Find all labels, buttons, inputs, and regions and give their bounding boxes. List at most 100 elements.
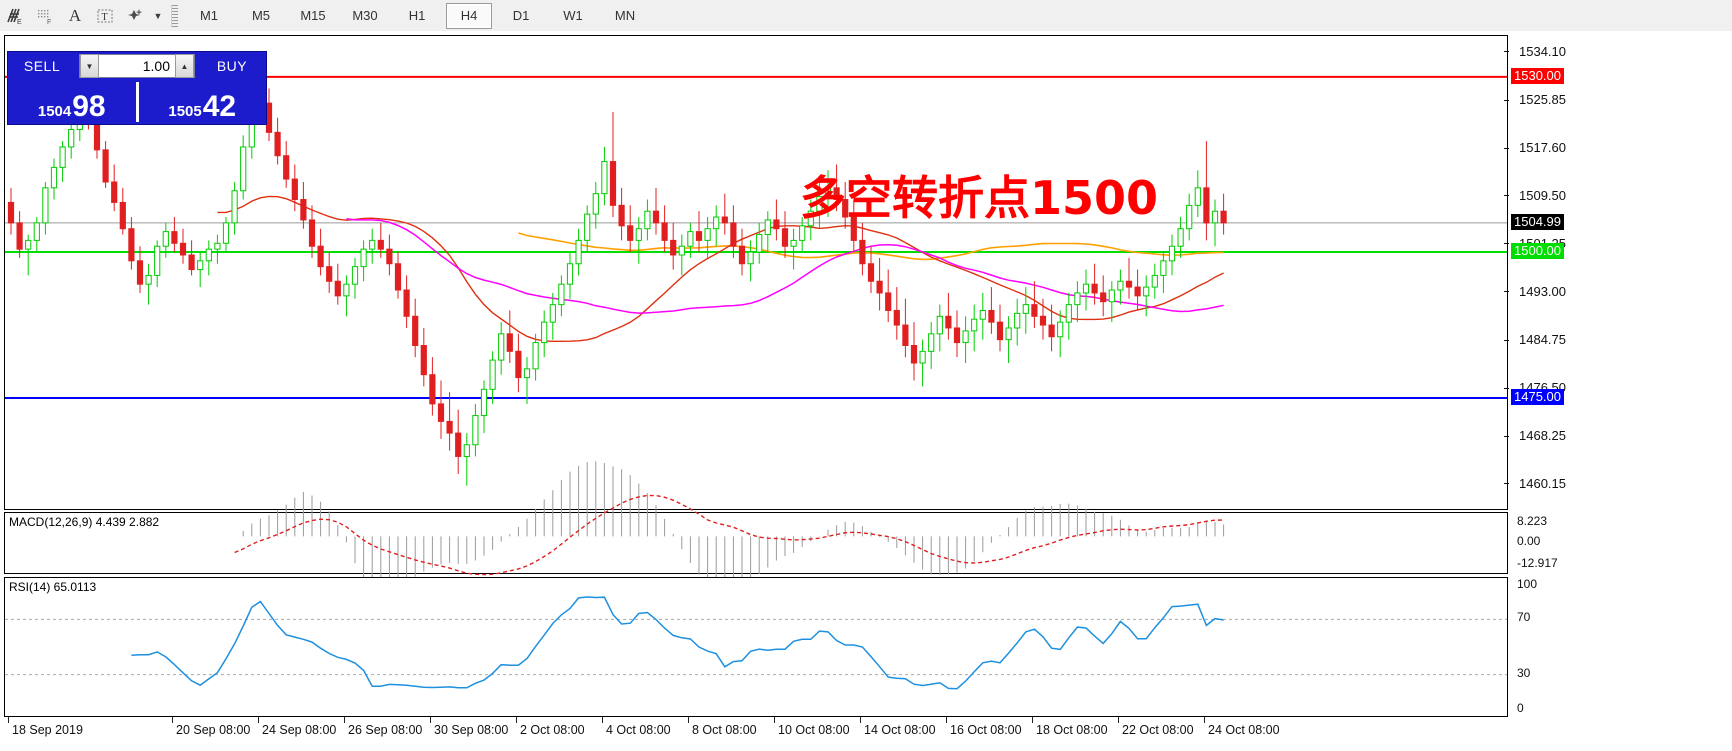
candle-body (867, 263, 875, 282)
macd-pane[interactable]: MACD(12,26,9) 4.439 2.882 (4, 461, 1508, 592)
one-click-trading-panel[interactable]: SELL ▼ 1.00 ▲ BUY 1504 98 1505 42 (7, 51, 267, 125)
lot-increase-button[interactable]: ▲ (175, 54, 194, 78)
candle-body (601, 161, 608, 195)
candle-body (231, 190, 238, 224)
candle-body (111, 181, 118, 203)
candle-body (68, 128, 75, 148)
price-tick-1493-00: 1493.00 (1504, 284, 1566, 299)
objects-icon[interactable] (120, 3, 150, 29)
time-tick: 16 Oct 08:00 (946, 717, 1022, 737)
candle-body (979, 309, 986, 320)
candle-body (781, 228, 789, 247)
candle-body (747, 251, 754, 265)
candle-body (756, 234, 763, 253)
rsi-tick: 30 (1517, 665, 1531, 680)
sell-price-fraction: 98 (72, 90, 106, 123)
candle-body (446, 420, 453, 434)
rsi-tick: 0 (1517, 701, 1524, 715)
trade-panel-divider (135, 82, 139, 122)
text-label-icon[interactable]: A (68, 5, 82, 25)
indicators-icon[interactable]: F (30, 3, 60, 29)
candle-body (455, 432, 462, 457)
candle-body (1048, 324, 1055, 338)
candle-body (265, 102, 273, 133)
price-level-1500-00: 1500.00 (1511, 243, 1564, 260)
candle-body (678, 245, 685, 256)
candle-body (463, 444, 470, 457)
candle-body (644, 210, 651, 230)
candle-body (162, 231, 169, 247)
expert-advisors-icon[interactable]: E (0, 3, 30, 29)
candle-body (833, 187, 840, 201)
rsi-scale: 100 70 30 0 (1509, 577, 1732, 717)
candle-body (988, 309, 995, 323)
price-tick-1484-75: 1484.75 (1504, 332, 1566, 347)
candle-body (16, 222, 23, 250)
candle-body (764, 219, 771, 236)
timeframe-m1[interactable]: M1 (199, 8, 219, 23)
candle-body (850, 216, 857, 241)
text-object-icon[interactable]: T (90, 3, 120, 29)
macd-label: MACD(12,26,9) 4.439 2.882 (9, 515, 160, 529)
price-tick-1534-10: 1534.10 (1504, 44, 1566, 59)
timeframe-m30[interactable]: M30 (352, 8, 378, 23)
candle-body (1031, 304, 1038, 317)
price-tick-1509-50: 1509.50 (1504, 188, 1566, 203)
candle-body (1022, 304, 1029, 314)
timeframe-d1[interactable]: D1 (512, 8, 530, 23)
timeframe-w1[interactable]: W1 (563, 8, 583, 23)
time-tick: 26 Sep 08:00 (344, 717, 422, 737)
buy-price-fraction: 42 (202, 90, 237, 123)
rsi-line (131, 596, 1224, 690)
candle-body (1091, 283, 1098, 294)
time-tick: 18 Oct 08:00 (1032, 717, 1108, 737)
candle-body (145, 274, 152, 285)
candle-body (859, 239, 866, 265)
time-tick: 8 Oct 08:00 (688, 717, 757, 737)
time-tick: 22 Oct 08:00 (1118, 717, 1194, 737)
rsi-tick: 100 (1517, 577, 1538, 591)
candle-body (351, 266, 359, 285)
lot-decrease-button[interactable]: ▼ (80, 54, 99, 78)
sell-button[interactable]: SELL (23, 58, 61, 74)
buy-button[interactable]: BUY (216, 58, 248, 74)
price-chart-svg (5, 65, 1507, 486)
timeframe-mn[interactable]: MN (614, 8, 636, 23)
buy-price-quote[interactable]: 1505 42 (139, 80, 267, 124)
time-axis[interactable]: 18 Sep 2019 20 Sep 08:00 24 Sep 08:00 26 Se… (4, 717, 1508, 749)
rsi-pane[interactable]: RSI(14) 65.0113 (4, 577, 1508, 717)
candle-body (902, 324, 909, 346)
candle-body (300, 199, 307, 221)
candle-body (377, 239, 384, 250)
candle-body (128, 228, 135, 262)
candle-body (1220, 210, 1227, 224)
timeframe-h1[interactable]: H1 (408, 8, 426, 23)
lot-size-input[interactable]: 1.00 (142, 58, 170, 74)
timeframe-m15[interactable]: M15 (300, 8, 326, 23)
candle-body (205, 248, 212, 262)
chart-area[interactable]: XAUUSD-,H4 1503.89 1505.39 1500.52 1504.… (0, 31, 1732, 751)
candle-body (386, 248, 393, 265)
time-tick: 24 Sep 08:00 (258, 717, 336, 737)
candle-body (1151, 274, 1158, 288)
candle-body (283, 155, 290, 180)
sell-price-quote[interactable]: 1504 98 (8, 80, 136, 124)
candle-body (214, 242, 221, 250)
lot-size-stepper[interactable]: ▼ 1.00 ▲ (79, 54, 195, 78)
candle-body (42, 187, 49, 224)
price-scale[interactable]: 1534.10 1530.00 1525.85 1517.60 1509.50 1504.… (1504, 35, 1732, 510)
candle-body (291, 178, 298, 201)
buy-price-integer: 1505 (168, 103, 202, 120)
timeframe-m5[interactable]: M5 (251, 8, 271, 23)
macd-tick: 8.223 (1517, 514, 1548, 528)
trade-panel-quotes-row: 1504 98 1505 42 (8, 80, 266, 124)
candle-body (773, 219, 780, 230)
candle-body (50, 166, 58, 189)
candle-body (652, 210, 660, 224)
timeframe-h4[interactable]: H4 (446, 2, 492, 29)
objects-dropdown-arrow[interactable]: ▼ (153, 10, 163, 21)
time-tick: 18 Sep 2019 (8, 717, 83, 737)
candle-body (541, 321, 548, 344)
candle-body (592, 193, 599, 215)
candle-body (1143, 286, 1150, 297)
